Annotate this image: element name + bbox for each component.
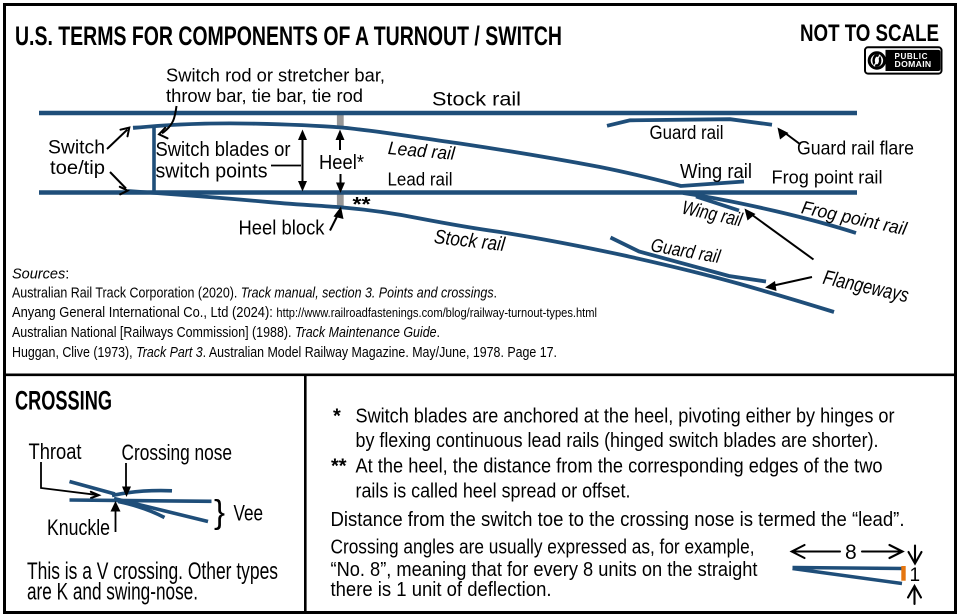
- svg-text:Guard rail: Guard rail: [650, 123, 724, 144]
- svg-text:Heel*: Heel*: [319, 151, 364, 174]
- svg-text:there is 1 unit of deflection.: there is 1 unit of deflection.: [331, 579, 552, 601]
- svg-text:**: **: [353, 194, 371, 216]
- svg-text:Throat: Throat: [29, 439, 82, 464]
- svg-text:Wing rail: Wing rail: [680, 161, 752, 183]
- svg-text:PUBLIC: PUBLIC: [895, 52, 929, 61]
- svg-text:switch points: switch points: [156, 161, 268, 183]
- svg-text:NOT TO SCALE: NOT TO SCALE: [800, 20, 939, 47]
- svg-text:Frog point rail: Frog point rail: [772, 167, 883, 188]
- svg-text:*: *: [333, 406, 341, 428]
- svg-text:This is a V crossing. Other ty: This is a V crossing. Other types: [27, 558, 278, 585]
- svg-text:Knuckle: Knuckle: [47, 515, 110, 540]
- svg-text:Sources:: Sources:: [12, 267, 69, 283]
- svg-text:Switch: Switch: [48, 137, 105, 159]
- svg-text:CROSSING: CROSSING: [15, 386, 112, 416]
- svg-text:At the heel, the distance from: At the heel, the distance from the corre…: [356, 456, 883, 478]
- svg-text:Anyang General International C: Anyang General International Co., Ltd (2…: [12, 305, 597, 321]
- svg-text:Switch blades are anchored at: Switch blades are anchored at the heel, …: [356, 406, 895, 428]
- svg-text:throw bar, tie bar, tie rod: throw bar, tie bar, tie rod: [166, 85, 363, 106]
- svg-text:Australian Rail Track Corporat: Australian Rail Track Corporation (2020)…: [12, 286, 497, 302]
- svg-text:Heel block: Heel block: [239, 218, 326, 240]
- svg-text:Distance from the switch toe t: Distance from the switch toe to the cros…: [331, 509, 905, 531]
- svg-text:Huggan, Clive (1973), Track Pa: Huggan, Clive (1973), Track Part 3. Aust…: [12, 345, 557, 361]
- svg-text:Australian National [Railways: Australian National [Railways Commission…: [12, 325, 440, 341]
- svg-text:by flexing continuous lead rai: by flexing continuous lead rails (hinged…: [356, 430, 879, 452]
- svg-text:Guard rail flare: Guard rail flare: [797, 138, 914, 160]
- svg-text:“No. 8”, meaning that for ever: “No. 8”, meaning that for every 8 units …: [331, 559, 758, 581]
- svg-text:U.S. TERMS FOR COMPONENTS OF A: U.S. TERMS FOR COMPONENTS OF A TURNOUT /…: [15, 21, 562, 51]
- svg-text:}: }: [214, 493, 225, 530]
- svg-text:DOMAIN: DOMAIN: [895, 60, 932, 69]
- svg-text:8: 8: [845, 541, 857, 564]
- svg-text:rails is called heel spread or: rails is called heel spread or offset.: [356, 480, 631, 502]
- svg-text:Crossing nose: Crossing nose: [122, 440, 233, 465]
- svg-text:1: 1: [910, 565, 921, 586]
- svg-text:are K and swing-nose.: are K and swing-nose.: [27, 579, 198, 606]
- svg-text:**: **: [331, 456, 347, 478]
- svg-text:Switch blades or: Switch blades or: [156, 139, 291, 161]
- svg-text:Switch rod or stretcher bar,: Switch rod or stretcher bar,: [166, 65, 385, 86]
- svg-text:Lead rail: Lead rail: [388, 169, 453, 189]
- svg-text:Stock rail: Stock rail: [432, 89, 521, 111]
- svg-text:toe/tip: toe/tip: [50, 157, 105, 179]
- svg-text:Vee: Vee: [234, 501, 264, 526]
- svg-text:Crossing angles are usually ex: Crossing angles are usually expressed as…: [331, 537, 755, 559]
